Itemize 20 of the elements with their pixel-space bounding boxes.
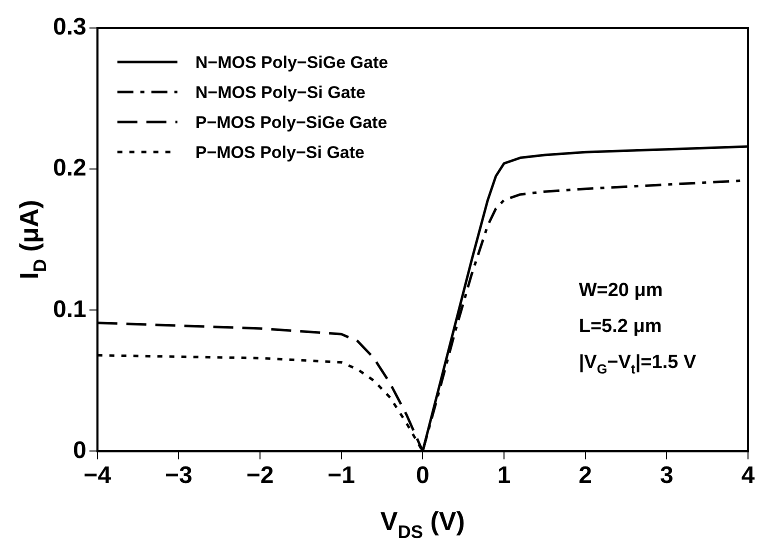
y-tick-label: 0.1 xyxy=(52,296,86,323)
y-tick-label: 0.3 xyxy=(52,14,86,41)
x-tick-label: −1 xyxy=(328,462,356,490)
legend-label: P−MOS Poly−Si Gate xyxy=(195,143,364,162)
y-tick-label: 0.2 xyxy=(52,154,86,182)
x-tick-label: 0 xyxy=(416,462,430,490)
annotation: W=20 μm xyxy=(578,280,663,301)
legend-label: N−MOS Poly−SiGe Gate xyxy=(195,53,388,72)
x-tick-label: 4 xyxy=(741,462,756,490)
x-tick-label: 1 xyxy=(497,462,511,490)
x-tick-label: −3 xyxy=(165,462,192,490)
x-tick-label: 2 xyxy=(578,462,592,490)
legend-label: P−MOS Poly−SiGe Gate xyxy=(195,113,388,132)
y-axis-title: ID (μA) xyxy=(14,200,50,280)
x-tick-label: −4 xyxy=(84,462,112,490)
y-tick-label: 0 xyxy=(73,436,86,464)
annotation: L=5.2 μm xyxy=(578,316,662,337)
x-tick-label: −2 xyxy=(246,462,274,490)
x-tick-label: 3 xyxy=(660,462,674,490)
legend-label: N−MOS Poly−Si Gate xyxy=(195,83,366,102)
